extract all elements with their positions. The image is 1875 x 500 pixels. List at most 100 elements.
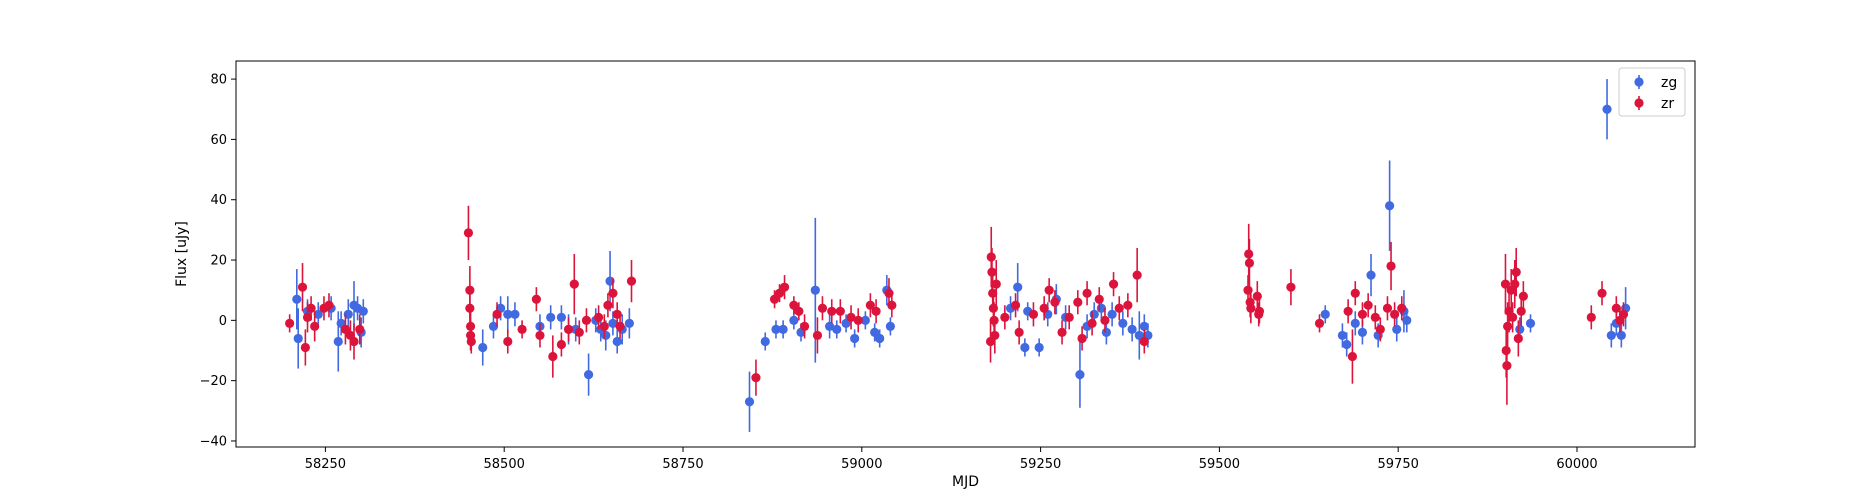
data-point [1028, 309, 1039, 319]
data-point [1013, 282, 1023, 292]
data-point [340, 324, 351, 334]
data-point [1118, 318, 1128, 328]
data-point [1087, 318, 1097, 328]
data-point [1244, 258, 1255, 268]
data-point [1010, 300, 1021, 310]
data-point [503, 309, 513, 319]
data-point [1500, 279, 1511, 289]
data-point [1503, 321, 1513, 331]
data-point [1385, 201, 1395, 211]
data-point [293, 333, 303, 344]
data-point [546, 312, 556, 322]
data-point [825, 321, 835, 331]
data-point [603, 300, 613, 310]
data-point [1402, 315, 1412, 325]
x-tick-label: 60000 [1556, 457, 1597, 472]
data-point [1286, 282, 1296, 292]
data-point [1350, 288, 1360, 298]
data-point [778, 324, 788, 334]
data-point [531, 294, 541, 304]
data-point [853, 315, 863, 325]
data-point [1363, 300, 1373, 310]
data-point [1000, 312, 1010, 322]
data-point [1123, 300, 1133, 310]
data-point [1616, 330, 1626, 341]
data-point [1020, 342, 1030, 353]
data-point [1618, 309, 1629, 319]
y-tick-label: −20 [200, 374, 227, 389]
data-point [1034, 342, 1044, 353]
data-point [1139, 336, 1149, 347]
y-tick-label: −40 [200, 434, 227, 449]
data-point [1139, 321, 1149, 331]
data-point [789, 315, 799, 325]
data-point [1606, 330, 1616, 341]
data-point [1252, 291, 1262, 301]
data-point [799, 321, 810, 331]
data-point [887, 300, 897, 310]
data-point [1075, 370, 1085, 380]
data-point [548, 351, 558, 362]
data-point [349, 336, 359, 347]
data-point [1108, 279, 1119, 289]
data-point [817, 303, 828, 313]
data-point [1511, 267, 1521, 277]
data-point [355, 324, 365, 334]
data-point [324, 300, 334, 310]
data-point [1107, 309, 1117, 319]
data-point [302, 312, 313, 322]
data-point [865, 300, 875, 310]
data-point [1039, 303, 1049, 313]
data-point [594, 312, 604, 322]
data-point [1386, 261, 1396, 271]
data-point [1246, 303, 1256, 313]
data-point [492, 309, 502, 319]
data-point [751, 373, 761, 383]
data-point [612, 336, 622, 347]
data-point [608, 318, 618, 328]
data-point [1597, 288, 1607, 298]
data-point [1515, 324, 1525, 334]
data-point [827, 306, 837, 316]
data-point [1382, 303, 1393, 313]
data-point [1502, 360, 1512, 371]
data-point [583, 370, 594, 380]
data-point [466, 336, 476, 347]
data-point [465, 303, 475, 313]
data-point [1397, 303, 1407, 313]
data-point [1611, 303, 1621, 313]
data-point [1064, 312, 1074, 322]
data-point [987, 267, 997, 277]
data-point [991, 279, 1001, 289]
data-point [769, 294, 780, 304]
data-point [1050, 297, 1060, 307]
data-point [1510, 279, 1520, 289]
data-point [860, 315, 870, 325]
x-tick-label: 59500 [1199, 457, 1240, 472]
data-point [1347, 351, 1358, 362]
data-point [569, 279, 579, 289]
data-point [760, 336, 770, 347]
data-point [503, 336, 513, 347]
y-tick-label: 60 [210, 133, 227, 148]
data-point [306, 303, 316, 313]
data-point [465, 285, 475, 295]
x-axis-label: MJD [952, 474, 979, 490]
data-point [832, 324, 842, 334]
data-point [1350, 318, 1360, 328]
data-point [1508, 312, 1518, 322]
data-point [774, 288, 785, 298]
data-point [599, 321, 609, 331]
data-point [1320, 309, 1330, 319]
data-point [794, 306, 804, 316]
data-point [835, 306, 845, 316]
data-point [875, 333, 885, 344]
data-point [1057, 327, 1067, 338]
data-point [1525, 318, 1536, 328]
data-point [626, 276, 637, 286]
series-zr [285, 205, 1629, 405]
legend: zg zr [1618, 67, 1686, 117]
legend-label: zr [1661, 96, 1674, 112]
data-point [1314, 318, 1325, 328]
data-point [1392, 324, 1402, 334]
